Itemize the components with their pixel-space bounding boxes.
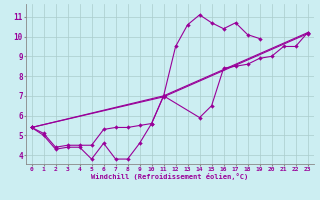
X-axis label: Windchill (Refroidissement éolien,°C): Windchill (Refroidissement éolien,°C) xyxy=(91,173,248,180)
